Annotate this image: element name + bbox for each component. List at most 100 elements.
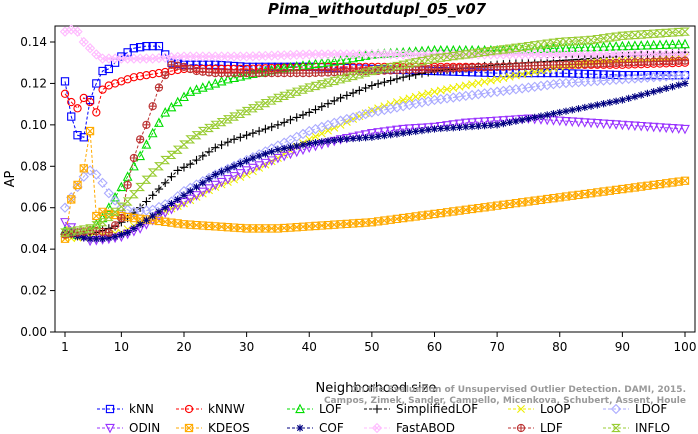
point-cof (631, 93, 639, 101)
point-lof (323, 56, 333, 67)
point-odin (273, 153, 283, 164)
point-lof (154, 117, 164, 127)
point-odin (266, 156, 277, 166)
point-odin (655, 123, 665, 133)
x-tick-label: 80 (552, 340, 567, 354)
point-cof (167, 199, 176, 208)
point-loop (424, 89, 433, 98)
legend-label: kNN (129, 402, 154, 416)
point-odin (448, 120, 459, 130)
point-cof (405, 128, 414, 136)
point-inflo (216, 117, 227, 127)
point-inflo (629, 30, 640, 40)
point-cof (136, 220, 144, 228)
point-inflo (241, 106, 252, 116)
point-simplifiedlof (317, 102, 326, 111)
point-cof (612, 97, 620, 105)
y-tick-label: 0.08 (20, 159, 47, 173)
point-cof (599, 100, 608, 108)
point-odin (661, 123, 672, 134)
point-odin (460, 118, 471, 129)
point-ldof (423, 96, 434, 107)
point-odin (485, 116, 496, 127)
point-simplifiedlof (198, 151, 207, 161)
point-kdeos (680, 176, 690, 185)
point-lof (329, 56, 340, 66)
legend-item-odin: ODIN (97, 421, 160, 434)
point-cof (274, 146, 282, 154)
point-cof (468, 122, 476, 131)
point-cof (499, 120, 507, 128)
point-odin (398, 124, 409, 135)
point-lof (141, 139, 152, 149)
point-simplifiedlof (173, 166, 182, 175)
x-axis-label: Neighborhood size (316, 381, 437, 396)
legend-item-kdeos: KDEOS (176, 421, 250, 434)
point-simplifiedlof (286, 115, 295, 125)
point-cof (474, 122, 482, 130)
point-ldof (122, 204, 133, 215)
legend-marker (372, 404, 382, 414)
point-loop (411, 92, 420, 101)
x-tick-label: 40 (302, 340, 317, 354)
legend-label: LOF (319, 402, 342, 416)
point-fastabod (72, 26, 83, 37)
point-knn (60, 77, 70, 86)
point-odin (254, 161, 265, 171)
point-ldof (103, 188, 115, 199)
x-tick-label: 1 (61, 340, 69, 354)
point-knn (593, 70, 602, 79)
point-ldof (91, 169, 102, 180)
point-kdeos (73, 180, 82, 190)
point-simplifiedlof (261, 124, 270, 134)
legend-label: FastABOD (396, 421, 455, 434)
point-cof (286, 143, 295, 151)
point-cof (618, 96, 626, 104)
point-cof (650, 88, 658, 96)
point-simplifiedlof (142, 197, 151, 206)
point-ldof (97, 177, 108, 189)
point-inflo (197, 126, 208, 136)
point-inflo (648, 29, 659, 38)
point-ldof (410, 98, 421, 109)
point-loop (392, 98, 401, 107)
point-inflo (210, 120, 221, 130)
point-cof (249, 154, 257, 162)
point-cof (462, 123, 470, 131)
point-cof (662, 84, 670, 92)
plot-frame (54, 25, 696, 333)
x-tick-label: 70 (489, 340, 504, 354)
point-cof (124, 228, 132, 237)
legend-marker (371, 422, 383, 434)
point-simplifiedlof (217, 140, 226, 150)
point-inflo (667, 28, 678, 37)
point-loop (499, 74, 508, 83)
point-inflo (561, 37, 571, 46)
point-odin (680, 124, 690, 135)
point-cof (675, 81, 683, 89)
point-cof (418, 127, 426, 135)
point-cof (224, 165, 232, 173)
point-lof (673, 38, 684, 49)
point-inflo (116, 202, 127, 211)
point-knn (136, 43, 145, 52)
legend-item-ldof: LDOF (603, 402, 667, 416)
point-fastabod (78, 36, 89, 48)
point-odin (222, 174, 233, 185)
x-tick-label: 30 (239, 340, 254, 354)
point-cof (480, 122, 489, 130)
x-tick-label: 10 (114, 340, 129, 354)
point-cof (268, 148, 276, 156)
point-lof (103, 202, 114, 212)
point-loop (405, 94, 414, 103)
y-tick-label: 0.00 (20, 325, 47, 339)
point-odin (454, 119, 465, 130)
point-lof (241, 69, 252, 80)
point-fastabod (84, 43, 96, 54)
point-inflo (329, 76, 340, 86)
series-fastabod (59, 24, 691, 64)
point-cof (255, 152, 263, 160)
point-lof (548, 43, 559, 53)
point-simplifiedlof (242, 131, 251, 140)
